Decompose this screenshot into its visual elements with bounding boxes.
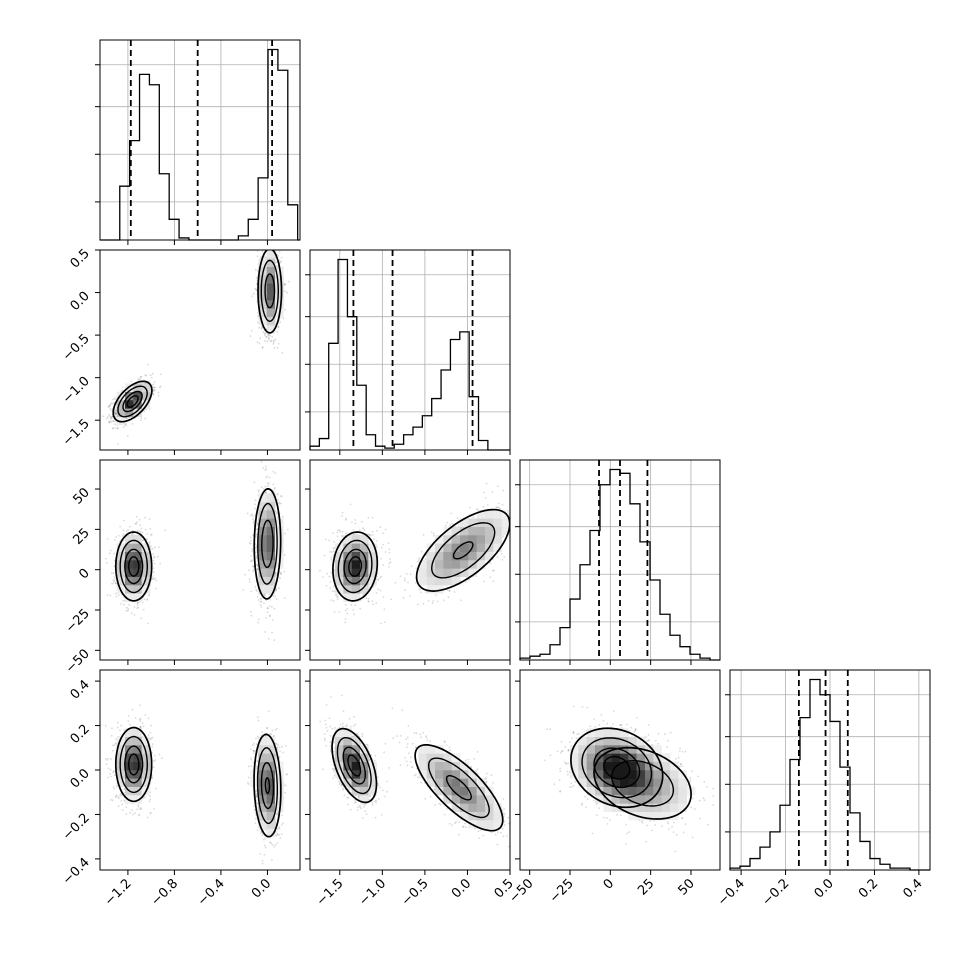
y-tick-label-3-0: −0.4 xyxy=(60,855,93,888)
y-tick-label-3-1: −0.2 xyxy=(60,811,93,844)
contour-line xyxy=(117,385,148,418)
contour-line xyxy=(253,488,282,600)
contour-line xyxy=(348,556,363,577)
contour-line xyxy=(603,755,631,780)
contour-line xyxy=(452,541,474,560)
y-tick-label-1-4: 0.5 xyxy=(68,246,93,271)
y-tick-label-1-2: −0.5 xyxy=(60,331,93,364)
x-tick-label-0-1: −0.8 xyxy=(148,876,181,909)
y-tick-label-1-0: −1.5 xyxy=(60,416,93,449)
x-tick-label-2-0: −50 xyxy=(506,876,536,906)
panel-frame xyxy=(99,249,301,451)
histogram-steps-1 xyxy=(309,258,510,451)
contour-line xyxy=(261,519,274,568)
x-tick-label-3-4: 0.4 xyxy=(900,876,925,901)
contour-line xyxy=(427,757,490,819)
panel-frame xyxy=(519,459,721,661)
panel-frame xyxy=(309,459,511,661)
y-tick-label-3-2: 0.0 xyxy=(68,766,93,791)
contour-line xyxy=(257,502,278,585)
contour-line xyxy=(256,747,278,825)
density-cells xyxy=(335,728,502,829)
contour-line xyxy=(253,733,282,838)
x-tick-label-1-2: −0.5 xyxy=(399,876,432,909)
contour-line xyxy=(415,508,510,592)
contour-line xyxy=(593,747,641,789)
x-tick-label-0-3: 0.0 xyxy=(249,876,274,901)
histogram-panel-0 xyxy=(95,39,301,241)
x-tick-label-2-3: 25 xyxy=(635,876,657,898)
contour-line xyxy=(593,746,692,820)
density-panel-0-3 xyxy=(99,669,301,871)
histogram-panel-2 xyxy=(515,459,721,661)
contour-line xyxy=(124,548,144,585)
y-tick-label-2-3: 25 xyxy=(71,526,93,548)
density-panel-1-2 xyxy=(309,459,511,661)
contour-line xyxy=(445,775,473,801)
contour-line xyxy=(264,273,276,309)
y-tick-label-1-3: 0.0 xyxy=(68,289,93,314)
y-tick-label-1-1: −1.0 xyxy=(60,374,93,407)
contour-line xyxy=(260,259,280,323)
contour-line xyxy=(337,539,373,594)
x-tick-label-1-1: −1.0 xyxy=(356,876,389,909)
contour-line xyxy=(122,390,143,413)
x-tick-label-3-0: −0.4 xyxy=(715,876,748,909)
x-tick-label-3-2: 0.0 xyxy=(812,876,837,901)
y-tick-label-2-1: −25 xyxy=(63,606,93,636)
contour-line xyxy=(343,548,367,585)
contour-line xyxy=(257,250,283,334)
y-tick-label-3-3: 0.2 xyxy=(68,722,93,747)
contour-line xyxy=(112,380,153,423)
x-tick-label-3-3: 0.2 xyxy=(856,876,881,901)
histogram-steps-2 xyxy=(519,468,720,661)
x-tick-label-1-0: −1.5 xyxy=(314,876,347,909)
contour-line xyxy=(114,726,153,803)
x-tick-label-1-3: 0.0 xyxy=(449,876,474,901)
panel-frame xyxy=(99,459,301,661)
panel-frame xyxy=(99,39,301,241)
contour-line xyxy=(127,753,140,776)
contour-line xyxy=(124,745,144,784)
y-tick-label-2-0: −50 xyxy=(63,647,93,677)
contour-line xyxy=(331,727,378,804)
y-tick-label-2-4: 50 xyxy=(71,485,93,507)
contour-line xyxy=(264,777,271,794)
contour-line xyxy=(342,746,367,785)
contour-line xyxy=(347,754,362,777)
density-panel-1-3 xyxy=(309,669,511,871)
density-panel-0-1 xyxy=(99,249,301,451)
x-tick-label-2-4: 50 xyxy=(675,876,697,898)
contour-line xyxy=(127,556,140,577)
contour-line xyxy=(126,395,139,408)
x-tick-label-2-2: 0 xyxy=(601,876,617,892)
contour-line xyxy=(336,737,372,795)
panel-frame xyxy=(309,249,511,451)
x-tick-label-2-1: −25 xyxy=(547,876,577,906)
density-panel-2-3 xyxy=(519,669,721,871)
contour-line xyxy=(332,531,379,602)
x-tick-label-0-2: −0.4 xyxy=(195,876,228,909)
contour-line xyxy=(114,531,153,602)
contour-line xyxy=(611,759,675,807)
contour-line xyxy=(581,737,653,799)
contour-line xyxy=(430,522,496,579)
contour-line xyxy=(119,539,149,594)
contour-line xyxy=(260,761,275,810)
y-tick-label-3-4: 0.4 xyxy=(68,677,93,702)
histogram-panel-3 xyxy=(725,669,931,871)
y-tick-label-2-2: 0 xyxy=(76,566,92,582)
density-panel-0-2 xyxy=(99,459,301,661)
contour-line xyxy=(119,735,149,794)
contour-line xyxy=(414,744,504,832)
histogram-panel-1 xyxy=(305,249,511,451)
x-tick-label-3-1: −0.2 xyxy=(759,876,792,909)
histogram-steps-3 xyxy=(729,678,930,871)
x-tick-label-0-0: −1.2 xyxy=(102,876,135,909)
contour-line xyxy=(570,727,664,809)
